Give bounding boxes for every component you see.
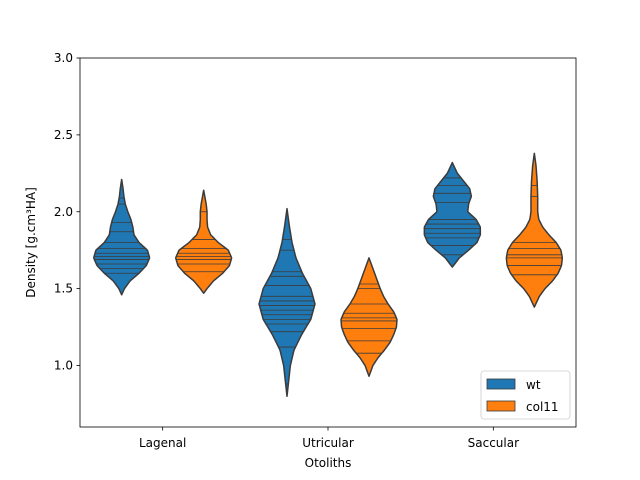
violin-wt-utricular xyxy=(258,207,316,397)
axes-frame xyxy=(79,57,577,428)
x-tick-label-saccular: Saccular xyxy=(468,436,519,450)
x-tick-label-utricular: Utricular xyxy=(302,436,354,450)
violin-body xyxy=(423,161,482,268)
violin-body xyxy=(340,257,398,378)
violin-col11-utricular xyxy=(340,257,398,378)
violin-body xyxy=(258,207,316,397)
y-tick-label: 1.5 xyxy=(54,282,73,296)
violin-wt-lagenal xyxy=(93,178,151,296)
violin-col11-saccular xyxy=(505,152,564,308)
y-tick-label: 1.0 xyxy=(54,359,73,373)
violin-col11-lagenal xyxy=(174,189,233,294)
violin-body xyxy=(505,152,564,308)
y-axis-label: Density [g.cm³HA] xyxy=(24,187,38,298)
legend-swatch-col11 xyxy=(486,400,516,412)
y-tick-label: 3.0 xyxy=(54,51,73,65)
x-axis-label: Otoliths xyxy=(305,456,352,470)
y-tick-label: 2.5 xyxy=(54,128,73,142)
violin-body xyxy=(174,189,233,294)
legend-label-wt: wt xyxy=(526,378,541,392)
violin-wt-saccular xyxy=(423,161,482,268)
legend-label-col11: col11 xyxy=(526,400,559,414)
y-tick-label: 2.0 xyxy=(54,205,73,219)
legend: wt col11 xyxy=(480,370,571,420)
x-tick-label-lagenal: Lagenal xyxy=(139,436,186,450)
violin-body xyxy=(93,178,151,296)
y-axis: 1.0 1.5 2.0 2.5 3.0 xyxy=(54,51,80,373)
plot-area xyxy=(93,152,564,397)
legend-swatch-wt xyxy=(486,378,516,390)
x-axis: Lagenal Utricular Saccular xyxy=(139,427,519,450)
